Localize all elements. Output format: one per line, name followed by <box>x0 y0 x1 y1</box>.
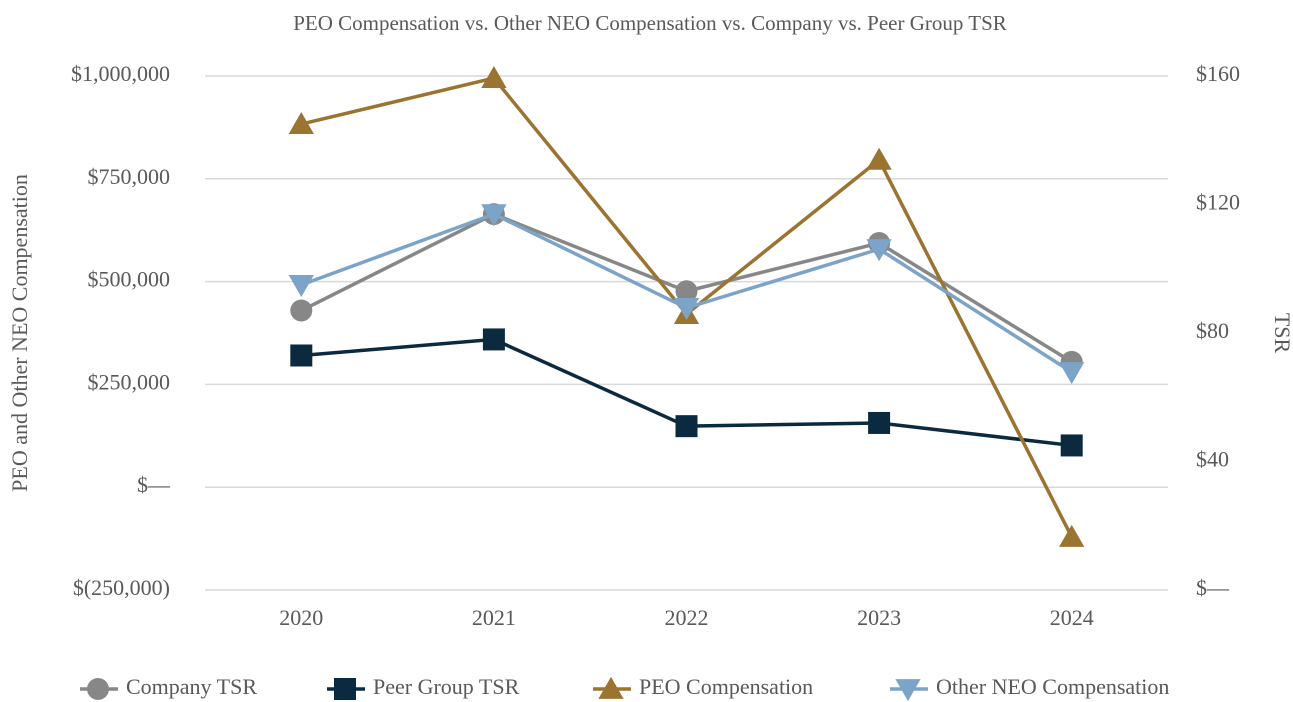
y2-tick-label: $40 <box>1196 447 1229 472</box>
data-point <box>481 65 507 88</box>
data-point <box>1059 362 1085 385</box>
data-point <box>673 298 700 321</box>
x-tick-label: 2022 <box>665 605 709 630</box>
legend-label: Peer Group TSR <box>373 674 520 699</box>
data-point <box>866 239 892 262</box>
y-tick-label: $(250,000) <box>73 575 170 600</box>
data-point <box>675 415 698 438</box>
data-point <box>288 112 314 135</box>
x-tick-label: 2020 <box>279 605 323 630</box>
y-tick-label: $750,000 <box>88 164 171 189</box>
data-point <box>290 299 313 322</box>
x-tick-label: 2023 <box>857 605 901 630</box>
x-tick-label: 2024 <box>1050 605 1094 630</box>
legend-label: PEO Compensation <box>639 674 813 699</box>
legend-label: Company TSR <box>126 674 257 699</box>
y-axis-title: PEO and Other NEO Compensation <box>7 174 32 492</box>
y2-tick-label: $160 <box>1196 61 1240 86</box>
data-point <box>1059 524 1085 547</box>
y-tick-label: $500,000 <box>88 267 171 292</box>
legend-marker <box>87 678 109 700</box>
y2-tick-label: $80 <box>1196 318 1229 343</box>
y-tick-label: $1,000,000 <box>71 61 170 86</box>
legend-marker <box>334 678 356 700</box>
data-point <box>288 274 314 297</box>
data-point <box>868 411 891 434</box>
y-tick-label: $— <box>137 472 171 497</box>
data-point <box>675 280 698 303</box>
data-point <box>481 204 507 227</box>
data-point <box>482 328 505 351</box>
x-tick-label: 2021 <box>472 605 516 630</box>
y-tick-label: $250,000 <box>88 369 171 394</box>
legend-marker <box>598 676 624 699</box>
y2-tick-label: $— <box>1196 575 1230 600</box>
legend-label: Other NEO Compensation <box>936 674 1169 699</box>
data-point <box>866 147 892 170</box>
y2-axis-title: TSR <box>1270 313 1293 354</box>
legend-marker <box>895 679 921 702</box>
data-point <box>290 344 313 367</box>
chart-title: PEO Compensation vs. Other NEO Compensat… <box>293 11 1007 35</box>
y2-tick-label: $120 <box>1196 190 1240 215</box>
data-point <box>1060 434 1083 457</box>
